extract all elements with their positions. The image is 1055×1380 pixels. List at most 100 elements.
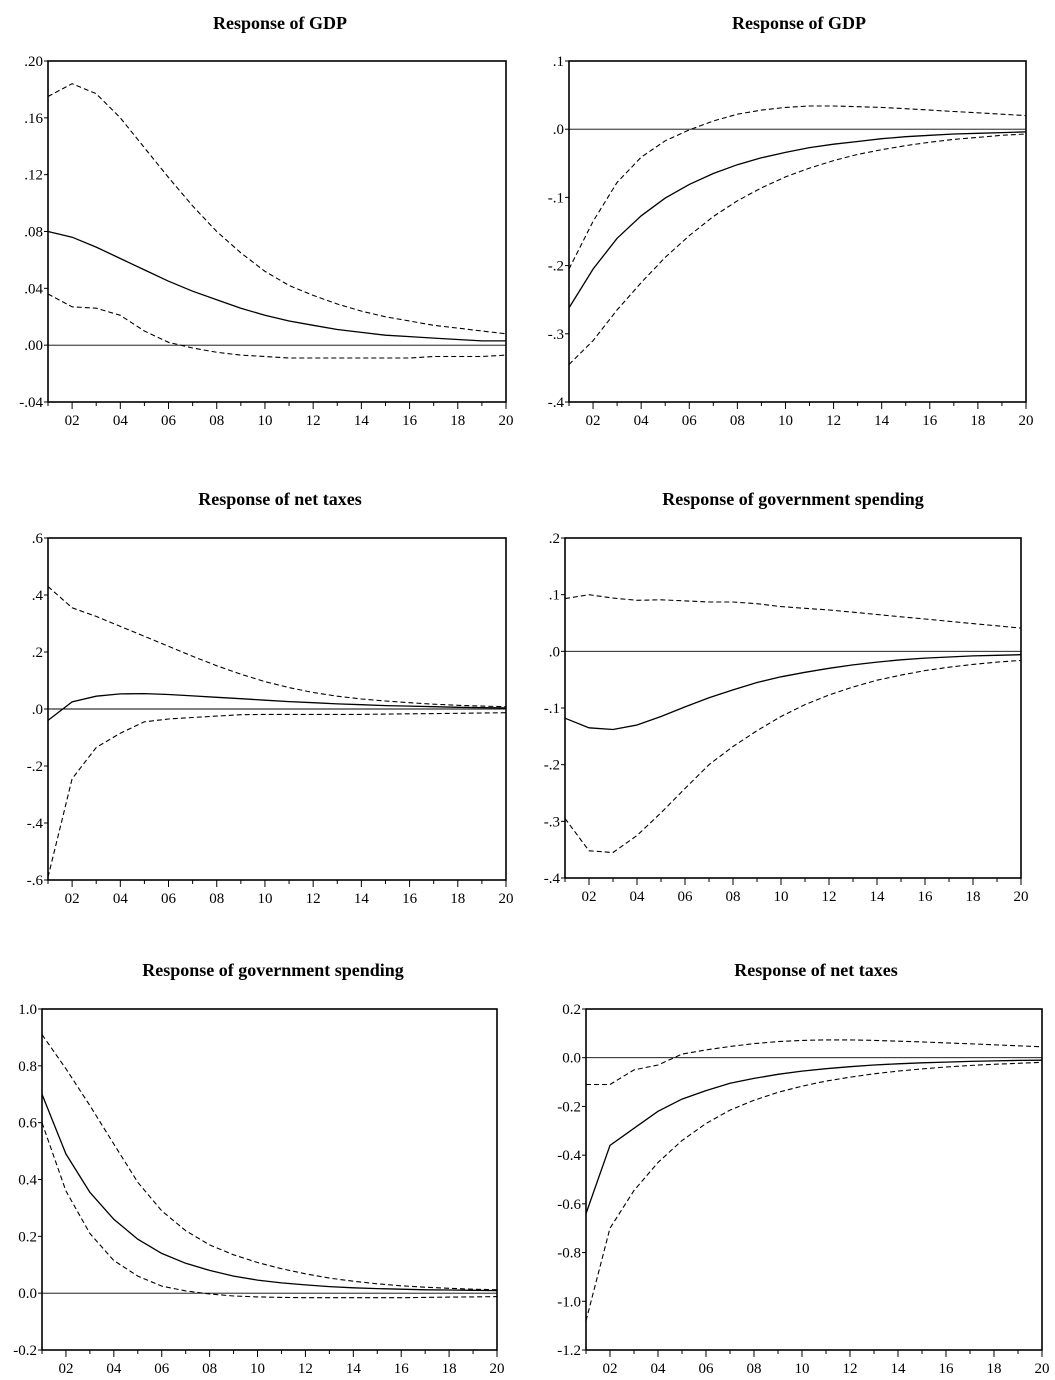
y-tick-label: -0.2	[13, 1343, 37, 1359]
x-tick-label: 10	[795, 1361, 810, 1377]
response-line-1	[47, 230, 506, 342]
y-tick-label: .4	[32, 588, 44, 604]
x-tick-label: 18	[970, 413, 985, 429]
x-tick-label: 16	[922, 413, 938, 429]
x-tick-label: 10	[257, 413, 272, 429]
plot-frame	[568, 60, 1027, 403]
confidence-band-line-3	[47, 293, 507, 359]
x-tick-label: 08	[202, 1361, 217, 1377]
x-tick-label: 20	[1019, 413, 1034, 429]
x-tick-label: 08	[726, 889, 741, 905]
x-tick-label: 06	[161, 413, 177, 429]
y-tick-label: 0.8	[18, 1059, 37, 1075]
confidence-band-line-2	[47, 586, 507, 708]
x-tick-label: 02	[582, 889, 597, 905]
x-tick-label: 16	[402, 891, 418, 907]
y-tick-label: -1.0	[557, 1294, 581, 1310]
y-tick-label: 0.4	[18, 1173, 37, 1189]
x-tick-label: 08	[730, 413, 745, 429]
y-tick-label: -.6	[27, 873, 44, 889]
y-tick-label: .1	[549, 588, 560, 604]
x-tick-label: 04	[113, 413, 129, 429]
y-tick-label: .2	[549, 531, 560, 547]
chart-title: Response of government spending	[662, 489, 924, 509]
x-tick-label: 18	[987, 1361, 1002, 1377]
plot-frame	[585, 1008, 1043, 1351]
x-tick-label: 20	[499, 413, 514, 429]
confidence-band-line-2	[568, 105, 1027, 270]
y-tick-label: -.3	[544, 814, 560, 830]
x-tick-label: 20	[490, 1361, 505, 1377]
response-line-1	[564, 654, 1022, 731]
y-tick-label: -.3	[548, 327, 564, 343]
confidence-band-line-2	[586, 1039, 1043, 1086]
x-tick-label: 18	[966, 889, 981, 905]
response-line-1	[41, 1094, 498, 1292]
x-tick-label: 16	[394, 1361, 410, 1377]
response-line-1	[47, 692, 507, 721]
plot-frame	[564, 537, 1022, 879]
chart-panel-1: Response of GDP .20 .16 .12 .08 .04 .00 -.04 02 0…	[19, 13, 513, 429]
y-tick-label: 0.0	[562, 1051, 581, 1067]
x-tick-label: 06	[154, 1361, 170, 1377]
x-tick-label: 08	[747, 1361, 762, 1377]
y-tick-label: 0.2	[562, 1002, 581, 1018]
chart-panel-5: Response of government spending 1.0 0.8 0.6…	[13, 960, 504, 1377]
x-tick-label: 14	[346, 1361, 362, 1377]
y-tick-label: .6	[32, 531, 44, 547]
chart-title: Response of net taxes	[198, 489, 362, 509]
y-tick-label: -.4	[548, 395, 565, 411]
x-tick-label: 10	[774, 889, 789, 905]
x-tick-label: 06	[161, 891, 177, 907]
confidence-band-line-3	[568, 133, 1027, 365]
x-tick-label: 04	[634, 413, 650, 429]
x-tick-label: 18	[450, 891, 465, 907]
x-tick-label: 20	[1035, 1361, 1050, 1377]
y-tick-label: -.2	[27, 759, 43, 775]
x-tick-label: 12	[298, 1361, 313, 1377]
chart-panel-3: Response of net taxes .6 .4 .2 .0 -.2 -.4 -.6 02…	[27, 489, 514, 907]
x-tick-label: 14	[354, 891, 370, 907]
y-tick-label: 0.6	[18, 1116, 37, 1132]
y-tick-label: -0.8	[557, 1246, 581, 1262]
y-tick-label: .04	[24, 281, 43, 297]
chart-panel-4: Response of government spending .2 .1 .0 -.1…	[544, 489, 1029, 905]
confidence-band-line-2	[47, 83, 507, 335]
y-tick-label: -.04	[19, 395, 43, 411]
y-tick-label: -.2	[544, 758, 560, 774]
y-tick-label: .0	[32, 702, 43, 718]
confidence-band-line-3	[41, 1122, 498, 1299]
x-tick-label: 08	[209, 891, 224, 907]
x-tick-label: 04	[113, 891, 129, 907]
x-tick-label: 06	[682, 413, 698, 429]
y-tick-label: -.1	[544, 701, 560, 717]
y-tick-label: 0.0	[18, 1286, 37, 1302]
x-tick-label: 16	[402, 413, 418, 429]
x-tick-label: 14	[891, 1361, 907, 1377]
x-tick-label: 20	[499, 891, 514, 907]
x-tick-label: 20	[1014, 889, 1029, 905]
chart-panel-6: Response of net taxes 0.2 0.0 -0.2 -0.4 -0.6 -…	[557, 960, 1049, 1377]
x-tick-label: 16	[939, 1361, 955, 1377]
x-tick-label: 14	[874, 413, 890, 429]
y-tick-label: -0.2	[557, 1099, 581, 1115]
y-tick-label: -1.2	[557, 1343, 581, 1359]
x-tick-label: 04	[651, 1361, 667, 1377]
chart-title: Response of net taxes	[734, 960, 898, 980]
x-tick-label: 18	[450, 413, 465, 429]
confidence-band-line-2	[564, 594, 1022, 629]
chart-title: Response of GDP	[213, 13, 347, 33]
x-tick-label: 02	[65, 891, 80, 907]
confidence-band-line-3	[564, 659, 1022, 854]
x-tick-label: 14	[870, 889, 886, 905]
y-tick-label: -.1	[548, 190, 564, 206]
y-tick-label: .08	[24, 225, 43, 241]
response-line-1	[585, 1059, 1043, 1214]
x-tick-label: 10	[257, 891, 272, 907]
x-tick-label: 14	[354, 413, 370, 429]
x-tick-label: 18	[442, 1361, 457, 1377]
x-tick-label: 12	[306, 413, 321, 429]
y-tick-label: -0.6	[557, 1197, 581, 1213]
x-tick-label: 12	[843, 1361, 858, 1377]
